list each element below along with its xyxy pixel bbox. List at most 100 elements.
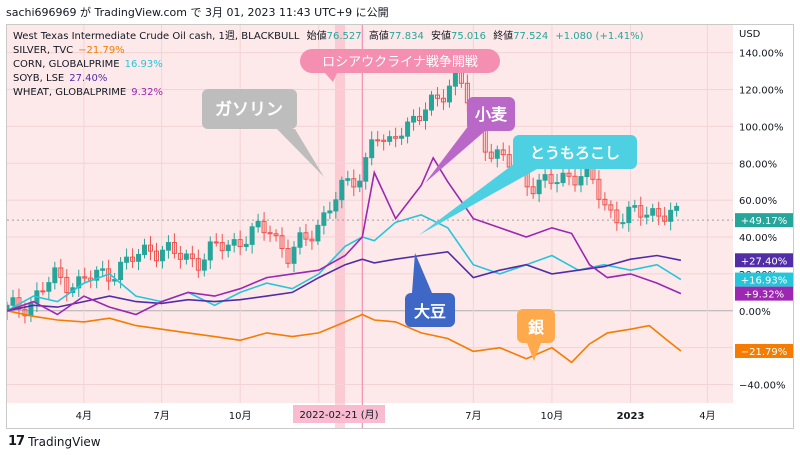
crude-candle-body bbox=[656, 208, 662, 217]
crude-candle-body bbox=[542, 174, 548, 181]
crude-candle-body bbox=[423, 109, 429, 122]
chart-frame: −40.00%−20.00%0.00%20.00%40.00%60.00%80.… bbox=[6, 24, 794, 429]
x-tick-label: 2023 bbox=[617, 411, 645, 422]
series-end-label-bg bbox=[735, 343, 793, 358]
crude-candle-body bbox=[315, 224, 321, 242]
crude-candle-body bbox=[147, 244, 153, 252]
crude-candle-body bbox=[94, 269, 100, 281]
crude-candle-body bbox=[225, 244, 231, 252]
annotation-gasoline: ガソリン bbox=[202, 89, 324, 177]
crude-candle-body bbox=[273, 233, 279, 237]
annotation-soy: 大豆 bbox=[405, 253, 455, 327]
legend-main: West Texas Intermediate Crude Oil cash, … bbox=[13, 29, 644, 42]
chart-svg[interactable]: −40.00%−20.00%0.00%20.00%40.00%60.00%80.… bbox=[7, 25, 793, 428]
legend: West Texas Intermediate Crude Oil cash, … bbox=[13, 29, 644, 98]
crude-candle-body bbox=[428, 94, 434, 111]
crude-candle-body bbox=[10, 297, 16, 306]
annotation-silver-text: 銀 bbox=[528, 318, 544, 337]
legend-soyb: SOYB, LSE 27.40% bbox=[13, 73, 107, 84]
crude-candle-body bbox=[58, 267, 64, 278]
crude-candle-body bbox=[124, 256, 130, 263]
crude-candle-body bbox=[668, 209, 674, 222]
grid-lines bbox=[7, 25, 733, 428]
annotation-wheat-text: 小麦 bbox=[475, 105, 508, 124]
y-axis-title: USD bbox=[739, 29, 761, 40]
crude-candle-body bbox=[506, 154, 512, 168]
x-tick-labels: 4月7月10月20227月10月20234月 bbox=[76, 410, 716, 422]
tradingview-logo-icon: 17 bbox=[8, 434, 25, 449]
crude-candle-body bbox=[76, 276, 82, 289]
crude-candle-body bbox=[243, 243, 249, 247]
crude-candle-body bbox=[632, 205, 638, 208]
crude-candle-body bbox=[219, 242, 225, 252]
series-line-corn bbox=[7, 214, 682, 312]
legend-change: +1.080 (+1.41%) bbox=[555, 31, 643, 42]
crude-candle-body bbox=[22, 308, 28, 317]
crude-candle-body bbox=[7, 304, 10, 312]
crude-candle-body bbox=[345, 178, 351, 181]
crude-candle-body bbox=[399, 135, 405, 139]
legend-low: 75.016 bbox=[451, 31, 486, 42]
crude-candle-body bbox=[674, 205, 680, 211]
y-tick-label: 60.00% bbox=[739, 196, 777, 207]
annotation-soy-text: 大豆 bbox=[414, 302, 446, 321]
crude-candle-body bbox=[153, 250, 159, 262]
crude-candle-body bbox=[231, 239, 237, 246]
legend-high-label: 高値 bbox=[369, 29, 389, 42]
crude-candle-body bbox=[644, 214, 650, 218]
date-marker-text: 2022-02-21 (月) bbox=[299, 409, 378, 421]
footer-brand[interactable]: TradingView bbox=[28, 434, 101, 449]
legend-close-label: 終値 bbox=[493, 29, 513, 42]
crude-candle-body bbox=[494, 149, 500, 159]
crude-candle-body bbox=[189, 253, 195, 260]
crude-candles bbox=[7, 61, 680, 324]
crude-candle-body bbox=[183, 253, 189, 260]
crude-candle-body bbox=[375, 139, 381, 142]
plot-background bbox=[7, 25, 733, 403]
annotation-silver: 銀 bbox=[517, 309, 555, 361]
footer: 17 TradingView bbox=[8, 434, 101, 449]
crude-candle-body bbox=[387, 136, 393, 142]
crude-candle-body bbox=[440, 97, 446, 103]
crude-candle-body bbox=[237, 239, 243, 247]
crude-candle-body bbox=[548, 174, 554, 184]
crude-candle-body bbox=[333, 199, 339, 212]
legend-corn: CORN, GLOBALPRIME 16.93% bbox=[13, 59, 163, 70]
x-tick-label: 7月 bbox=[153, 410, 169, 422]
annotation-event: ロシアウクライナ戦争開戦 bbox=[300, 49, 500, 82]
crude-candle-body bbox=[560, 172, 566, 184]
series-end-label: +16.93% bbox=[741, 276, 788, 287]
series-end-label-bg bbox=[735, 286, 793, 301]
series-line-soyb bbox=[7, 250, 682, 312]
annotation-corn: とうもろこし bbox=[419, 135, 637, 235]
crude-end-label: +49.17% bbox=[741, 216, 788, 227]
date-marker: 2022-02-21 (月) bbox=[293, 405, 385, 423]
crude-candle-body bbox=[530, 186, 536, 195]
crude-candle-body bbox=[267, 232, 273, 235]
series-end-label: +27.40% bbox=[741, 256, 788, 267]
y-tick-label: 100.00% bbox=[739, 122, 784, 133]
crude-candle-body bbox=[159, 249, 165, 262]
crude-candle-body bbox=[171, 242, 177, 254]
crude-candle-body bbox=[434, 94, 440, 99]
crude-candle-body bbox=[393, 136, 399, 139]
crude-candle-body bbox=[82, 276, 88, 279]
legend-close: 77.524 bbox=[513, 31, 548, 42]
annotation-gasoline-text: ガソリン bbox=[215, 100, 283, 120]
crude-candle-body bbox=[309, 238, 315, 242]
y-tick-label: 120.00% bbox=[739, 86, 784, 97]
y-tick-label: 0.00% bbox=[739, 307, 771, 318]
x-tick-label: 4月 bbox=[699, 410, 715, 422]
legend-main-name: West Texas Intermediate Crude Oil cash, … bbox=[13, 30, 300, 42]
crude-candle-body bbox=[46, 282, 52, 292]
crude-candle-body bbox=[411, 115, 417, 123]
crude-candle-body bbox=[177, 252, 183, 260]
series-end-label-bg bbox=[735, 253, 793, 268]
annotation-wheat: 小麦 bbox=[425, 97, 515, 183]
crude-candle-body bbox=[357, 180, 363, 188]
crude-candle-body bbox=[566, 172, 572, 177]
series-end-label: +9.32% bbox=[744, 290, 784, 301]
crude-candle-body bbox=[500, 149, 506, 156]
y-tick-label: 80.00% bbox=[739, 159, 777, 170]
series-end-labels: −21.79% +16.93% +27.40% +9.32% +49.17% bbox=[735, 213, 793, 358]
